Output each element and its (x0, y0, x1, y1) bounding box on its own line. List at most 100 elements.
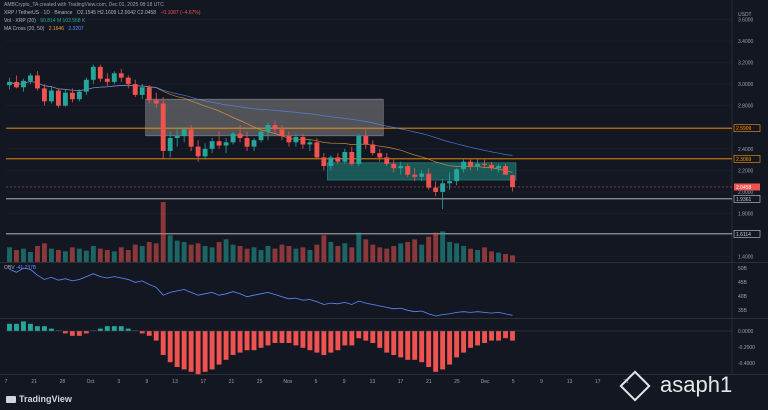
candle-body (28, 75, 33, 81)
obv-label[interactable]: OBV (4, 265, 15, 271)
macd-bar (216, 331, 222, 365)
time-tick-label: 25 (454, 379, 460, 385)
candle-body (14, 81, 19, 88)
time-tick-label: 25 (257, 379, 263, 385)
obv-tick-label: 45B (738, 280, 748, 286)
candle-body (461, 161, 467, 170)
volume-bar (510, 255, 515, 262)
macd-bar (510, 331, 515, 341)
time-tick-label: 5 (315, 379, 318, 385)
candle-body (104, 78, 110, 82)
macd-bar (447, 331, 453, 365)
symbol-label[interactable]: XRP / TetherUS · 1D · Binance (4, 10, 73, 16)
time-tick-label: 5 (512, 379, 515, 385)
macd-bar (496, 331, 501, 341)
candle-body (293, 136, 299, 143)
candle-body (356, 135, 362, 164)
candle-body (174, 135, 180, 138)
macd-tick-label: -0.2000 (738, 345, 755, 351)
candle-body (48, 90, 54, 102)
macd-bar (258, 331, 264, 348)
candle-body (510, 175, 515, 187)
macd-bar (62, 331, 68, 334)
volume-bar (384, 248, 390, 262)
macd-bar (251, 331, 257, 351)
volume-bar (97, 248, 103, 262)
volume-bar (454, 243, 460, 262)
candle-body (468, 161, 474, 167)
macd-bar (482, 331, 488, 343)
obv-tick-label: 35B (738, 308, 748, 314)
volume-bar (62, 251, 68, 262)
candle-body (391, 163, 397, 169)
candle-body (62, 92, 68, 106)
macd-bar (503, 331, 508, 339)
volume-bar (223, 239, 229, 262)
watermark-text: asaph1 (660, 372, 733, 397)
symbol-line: XRP / TetherUS · 1D · Binance O2.1545 H2… (4, 10, 204, 17)
macd-bar (426, 331, 432, 367)
volume-bar (41, 243, 47, 262)
volume-bar (349, 247, 355, 262)
volume-bar (83, 250, 89, 262)
candle-body (272, 125, 278, 130)
volume-label[interactable]: Vol · XRP (20) (4, 18, 36, 24)
macd-bar (118, 326, 124, 331)
candle-body (237, 133, 243, 138)
volume-bar (370, 244, 376, 262)
candle-body (41, 88, 47, 102)
macd-bar (139, 331, 145, 334)
candle-body (489, 164, 494, 169)
candle-body (370, 144, 376, 154)
volume-bar (209, 247, 215, 262)
candle-body (307, 142, 313, 145)
volume-bar (132, 244, 138, 262)
volume-bar (34, 246, 40, 262)
volume-bar (363, 239, 369, 262)
volume-bar (328, 242, 334, 262)
volume-bar (244, 248, 250, 262)
candle-body (181, 129, 187, 136)
level-tag (733, 155, 761, 163)
candle-body (223, 142, 229, 146)
volume-bar (300, 247, 306, 262)
candle-body (83, 79, 89, 92)
macd-bar (195, 331, 201, 375)
price-tick-label: 2.0000 (738, 190, 754, 196)
candle-body (244, 138, 250, 147)
ma-label[interactable]: MA Cross (20, 50) (4, 26, 45, 32)
candle-body (160, 103, 166, 151)
candle-body (377, 153, 383, 158)
macd-tick-label: 0.0000 (738, 329, 754, 335)
macd-bar (202, 331, 208, 372)
candle-body (482, 163, 488, 165)
macd-bar (14, 323, 19, 331)
macd-bar (69, 331, 75, 336)
volume-bar (28, 252, 33, 262)
tradingview-logo[interactable]: TradingView (6, 394, 72, 404)
ma-slow-line (9, 81, 513, 156)
price-tick-label: 2.8000 (738, 104, 754, 110)
time-tick-label: 9 (343, 379, 346, 385)
macd-bar (28, 323, 33, 331)
level-tag (733, 230, 761, 238)
volume-bar (342, 243, 348, 262)
macd-bar (265, 331, 271, 346)
macd-bar (209, 331, 215, 370)
volume-bar (76, 248, 82, 262)
macd-bar (230, 331, 236, 355)
candle-body (55, 90, 61, 106)
volume-bar (279, 244, 285, 262)
candle-body (433, 187, 439, 192)
time-tick-label: 17 (595, 379, 601, 385)
time-tick-label: 21 (229, 379, 235, 385)
macd-bar (237, 331, 243, 353)
volume-bar (153, 243, 159, 262)
macd-bar (76, 331, 82, 336)
volume-bar (237, 246, 243, 262)
volume-bar (216, 242, 222, 262)
level-label: 1.6114 (736, 232, 751, 238)
macd-bar (167, 331, 173, 363)
